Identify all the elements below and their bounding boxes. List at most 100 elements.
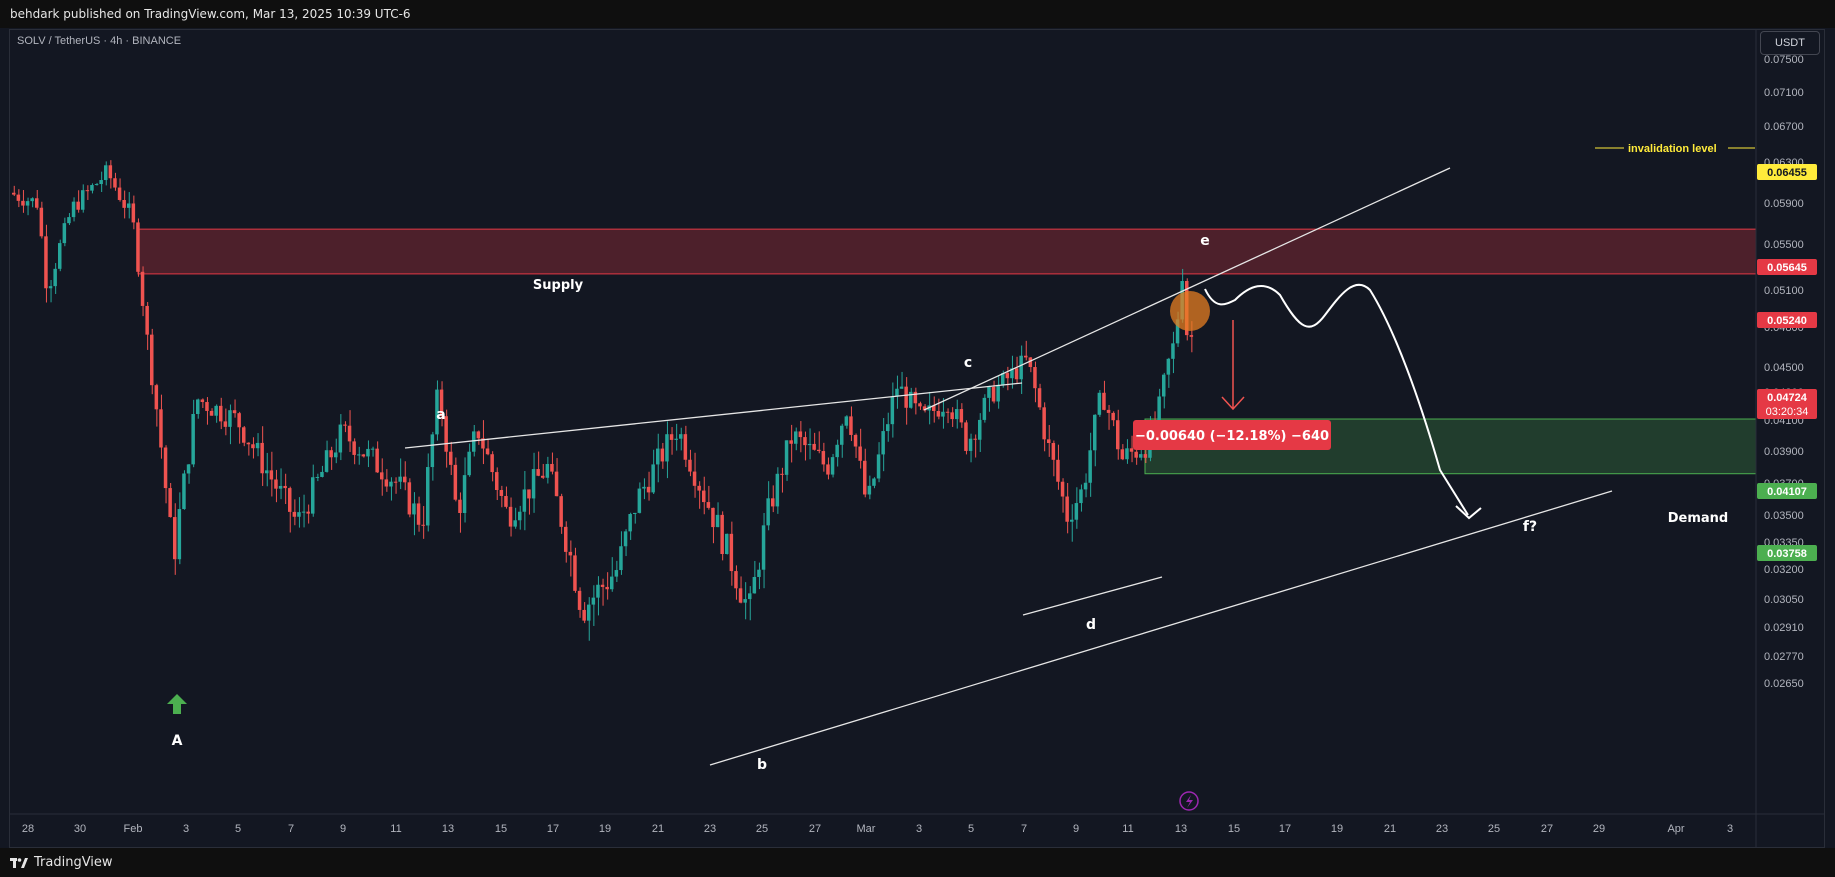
- candle-body: [25, 201, 30, 206]
- candle-body: [812, 443, 816, 450]
- candle-body: [145, 305, 149, 335]
- x-tick-label: Mar: [857, 823, 876, 835]
- candle-body: [39, 207, 44, 237]
- candle-body: [384, 479, 389, 487]
- candle-body: [403, 476, 407, 483]
- candle-body: [71, 201, 76, 218]
- candle-body: [1102, 392, 1106, 410]
- candle-body: [987, 386, 991, 398]
- candle-body: [1079, 489, 1083, 504]
- trend-line: [923, 167, 1451, 411]
- candle-body: [393, 481, 398, 483]
- measure-box: [1133, 420, 1331, 450]
- x-tick-label: 30: [74, 823, 86, 835]
- candle-body: [1097, 392, 1102, 415]
- candle-body: [1171, 343, 1175, 359]
- published-text: behdark published on TradingView.com, Ma…: [10, 7, 411, 21]
- x-tick-label: 5: [968, 823, 974, 835]
- symbol-line: SOLV / TetherUS · 4h · BINANCE: [17, 35, 182, 47]
- candle-body: [1065, 496, 1069, 522]
- candle-body: [173, 517, 177, 560]
- candle-body: [646, 486, 651, 493]
- candle-body: [536, 469, 540, 476]
- candle-body: [775, 473, 780, 507]
- candle-body: [481, 438, 485, 449]
- candle-body: [1056, 459, 1060, 482]
- candle-body: [743, 599, 747, 603]
- price-label-box: [1757, 312, 1817, 328]
- x-tick-label: 21: [1384, 823, 1396, 835]
- candle-body: [904, 386, 908, 408]
- candle-body: [1047, 439, 1051, 444]
- candle-body: [1120, 449, 1125, 460]
- candle-body: [807, 443, 812, 446]
- candle-body: [1139, 454, 1143, 458]
- x-tick-label: 3: [916, 823, 922, 835]
- candle-body: [168, 488, 172, 518]
- x-tick-label: 28: [22, 823, 34, 835]
- candle-body: [1060, 481, 1065, 497]
- candle-body: [1019, 355, 1023, 380]
- candle-body: [265, 470, 269, 474]
- candle-body: [159, 409, 163, 448]
- candle-body: [136, 222, 140, 272]
- wave-label-b: b: [757, 757, 767, 773]
- chart-frame[interactable]: [9, 29, 1825, 848]
- y-tick-label: 0.03900: [1764, 446, 1804, 458]
- x-tick-label: 25: [1488, 823, 1500, 835]
- wave-label-d: d: [1086, 617, 1096, 633]
- candle-body: [1175, 319, 1180, 344]
- currency-button[interactable]: USDT: [1760, 31, 1820, 55]
- price-label: 0.04107: [1767, 486, 1807, 498]
- candle-body: [1116, 420, 1120, 450]
- trend-line: [404, 382, 1023, 449]
- invalidation-label: invalidation level: [1628, 143, 1717, 155]
- tradingview-logo-icon[interactable]: [10, 857, 28, 869]
- candle-body: [587, 604, 591, 621]
- highlight-circle: [1170, 291, 1210, 331]
- candle-body: [720, 514, 724, 555]
- candle-body: [794, 431, 798, 444]
- candle-body: [246, 442, 251, 445]
- candle-body: [458, 499, 462, 514]
- candle-body: [163, 447, 168, 489]
- candle-body: [16, 194, 21, 201]
- supply-zone: [137, 228, 1757, 275]
- x-tick-label: 9: [1073, 823, 1079, 835]
- down-arrow-icon: [1221, 396, 1245, 411]
- candle-body: [495, 472, 499, 490]
- candle-body: [416, 503, 421, 525]
- bottom-bar: TradingView: [0, 848, 1835, 877]
- candle-body: [131, 203, 136, 223]
- price-label-box: [1757, 259, 1817, 275]
- candle-body: [973, 438, 977, 440]
- candle-body: [858, 446, 862, 461]
- candle-body: [67, 217, 71, 224]
- candle-body: [955, 409, 959, 420]
- candle-body: [1088, 450, 1092, 483]
- candle-body: [1074, 503, 1079, 520]
- candle-body: [568, 551, 573, 556]
- candle-body: [784, 440, 789, 475]
- brand-label[interactable]: TradingView: [34, 855, 113, 870]
- y-tick-label: 0.02650: [1764, 678, 1804, 690]
- candle-body: [99, 180, 103, 185]
- price-label: 0.03758: [1767, 548, 1807, 560]
- x-tick-label: 15: [1228, 823, 1240, 835]
- candle-body: [301, 511, 306, 513]
- x-tick-label: 13: [442, 823, 454, 835]
- top-bar: behdark published on TradingView.com, Ma…: [0, 0, 1835, 28]
- x-tick-label: Apr: [1667, 823, 1684, 835]
- candle-body: [324, 450, 329, 472]
- candle-body: [76, 201, 80, 210]
- x-tick-label: 29: [1593, 823, 1605, 835]
- candle-body: [140, 271, 145, 306]
- price-label: 0.05645: [1767, 262, 1807, 274]
- candle-body: [734, 571, 738, 589]
- candle-body: [453, 464, 458, 500]
- x-tick-label: Feb: [124, 823, 143, 835]
- candle-body: [90, 185, 94, 191]
- candle-body: [665, 434, 669, 462]
- candle-body: [449, 451, 453, 465]
